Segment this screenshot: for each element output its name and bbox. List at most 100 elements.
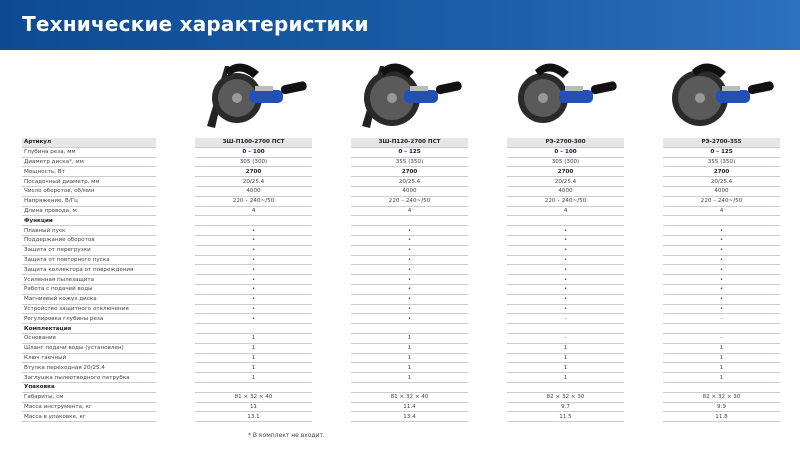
spec-table: Артикул ЗШ-П100-2700 ПСТ ЗШ-П120-2700 ПСТ Р…: [22, 138, 780, 423]
row-label: Плавный пуск: [22, 226, 156, 236]
cell-value: •: [351, 256, 468, 266]
cell-value: 355 (350): [351, 158, 468, 168]
table-row: Защита коллектора от повреждения • • • •: [22, 265, 780, 276]
cell-value: •: [195, 265, 312, 276]
row-label: Защита коллектора от повреждения: [22, 265, 156, 276]
row-label: Мощность, Вт: [22, 167, 156, 178]
cell-value: 20/25.4: [351, 177, 468, 187]
row-label: Защита от повторного пуска: [22, 256, 156, 266]
cell-value: 1: [507, 344, 624, 354]
row-label: Работа с подачей воды: [22, 285, 156, 295]
cell-value: 13.1: [195, 412, 312, 423]
table-row: Напряжение, В/Гц 220 – 240~/50 220 – 240~/…: [22, 197, 780, 207]
cell-value: 11.5: [507, 412, 624, 423]
cell-value: [663, 324, 780, 334]
cell-value: •: [663, 305, 780, 315]
row-label: Основание: [22, 334, 156, 344]
table-row: Длина провода, м 4 4 4 4: [22, 207, 780, 217]
cell-value: 1: [351, 363, 468, 374]
cell-value: •: [195, 256, 312, 266]
row-label: Магниевый кожух диска: [22, 295, 156, 305]
cell-value: •: [195, 246, 312, 256]
table-row: Мощность, Вт 2700 2700 2700 2700: [22, 167, 780, 178]
cell-value: 305 (300): [507, 158, 624, 168]
table-row: Диаметр диска*, мм 305 (300) 355 (350) 305 …: [22, 158, 780, 168]
cell-value: 1: [351, 334, 468, 344]
cell-value: 4: [507, 207, 624, 217]
cell-value: 1: [507, 363, 624, 374]
cell-value: РЭ-2700-355: [663, 138, 780, 148]
cell-value: •: [663, 265, 780, 276]
cell-value: 220 – 240~/50: [351, 197, 468, 207]
table-row: Втулка переходная 20/25.4 1 1 1 1: [22, 363, 780, 374]
cell-value: 4000: [507, 187, 624, 197]
header-banner: Технические характеристики: [0, 0, 800, 50]
product-image: [505, 56, 622, 132]
cell-value: •: [663, 226, 780, 236]
product-image: [350, 56, 467, 132]
cell-value: •: [195, 236, 312, 246]
table-row: Число оборотов, об/мин 4000 4000 4000 4000: [22, 187, 780, 197]
cell-value: 220 – 240~/50: [663, 197, 780, 207]
cell-value: ЗШ-П100-2700 ПСТ: [195, 138, 312, 148]
row-label: Ключ гаечный: [22, 354, 156, 364]
cell-value: •: [507, 295, 624, 305]
cell-value: •: [351, 314, 468, 325]
cell-value: •: [507, 226, 624, 236]
cell-value: •: [507, 305, 624, 315]
cell-value: •: [195, 295, 312, 305]
cell-value: [663, 383, 780, 393]
cell-value: 11.4: [351, 403, 468, 413]
footnote: * В комплект не входит.: [248, 432, 325, 439]
row-label: Усиленная пылезащита: [22, 275, 156, 285]
cell-value: •: [351, 236, 468, 246]
cell-value: •: [351, 285, 468, 295]
cell-value: 0 – 100: [195, 148, 312, 158]
cell-value: -: [663, 334, 780, 344]
page-title: Технические характеристики: [22, 12, 369, 36]
row-label: Шланг подачи воды (установлен): [22, 344, 156, 354]
table-row: Габариты, см 81 × 32 × 40 81 × 32 × 40 82 ×…: [22, 393, 780, 403]
table-row: Масса в упаковке, кг 13.1 13.4 11.5 11.8: [22, 412, 780, 423]
table-row: Посадочный диаметр, мм 20/25.4 20/25.4 20/2…: [22, 177, 780, 187]
row-label: Упаковка: [22, 383, 156, 393]
cell-value: [351, 216, 468, 227]
table-row: Поддержание оборотов • • • •: [22, 236, 780, 246]
row-label: Защита от перегрузки: [22, 246, 156, 256]
table-row: Защита от повторного пуска • • • •: [22, 256, 780, 266]
cell-value: 4: [351, 207, 468, 217]
cell-value: 1: [195, 363, 312, 374]
table-row: Работа с подачей воды • • • •: [22, 285, 780, 295]
cell-value: •: [507, 275, 624, 285]
table-row: Масса инструмента, кг 11 11.4 9.7 9.9: [22, 403, 780, 413]
table-row: Глубина реза, мм 0 – 100 0 – 125 0 – 100 0 –…: [22, 148, 780, 158]
cell-value: •: [195, 226, 312, 236]
cell-value: •: [663, 256, 780, 266]
cell-value: 0 – 125: [663, 148, 780, 158]
cell-value: 1: [663, 373, 780, 383]
cell-value: •: [507, 246, 624, 256]
row-label: Посадочный диаметр, мм: [22, 177, 156, 187]
table-row: Регулировка глубины реза • • - -: [22, 314, 780, 325]
row-label: Габариты, см: [22, 393, 156, 403]
row-label: Заглушка пылеотводного патрубка: [22, 373, 156, 383]
saw-icon: [672, 63, 774, 126]
table-row: Ключ гаечный 1 1 1 1: [22, 354, 780, 364]
cell-value: 4: [663, 207, 780, 217]
row-label: Глубина реза, мм: [22, 148, 156, 158]
row-label: Втулка переходная 20/25.4: [22, 363, 156, 374]
row-label: Комплектация: [22, 324, 156, 334]
table-row: Функции: [22, 216, 780, 227]
cell-value: •: [663, 246, 780, 256]
cell-value: 1: [195, 334, 312, 344]
cell-value: 4: [195, 207, 312, 217]
cell-value: 1: [195, 354, 312, 364]
table-row: Плавный пуск • • • •: [22, 226, 780, 236]
cell-value: 1: [351, 373, 468, 383]
product-image: [662, 56, 779, 132]
table-row: Усиленная пылезащита • • • •: [22, 275, 780, 285]
cell-value: 0 – 100: [507, 148, 624, 158]
cell-value: 2700: [195, 167, 312, 178]
cell-value: 0 – 125: [351, 148, 468, 158]
cell-value: 11: [195, 403, 312, 413]
